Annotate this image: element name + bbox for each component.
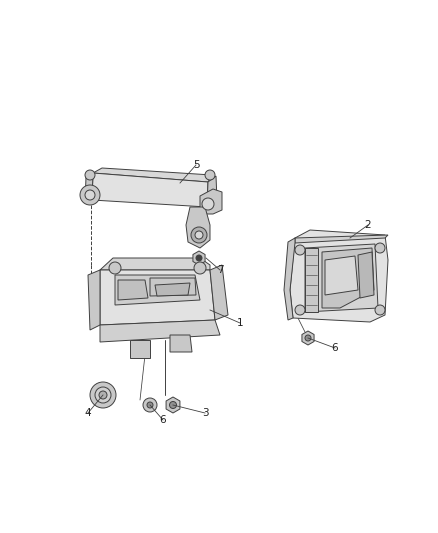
- Polygon shape: [210, 265, 228, 320]
- Circle shape: [205, 170, 215, 180]
- Polygon shape: [295, 235, 388, 243]
- Text: 1: 1: [237, 318, 244, 328]
- Polygon shape: [290, 230, 388, 322]
- Polygon shape: [130, 340, 150, 358]
- Text: 4: 4: [85, 408, 91, 418]
- Circle shape: [194, 262, 206, 274]
- Circle shape: [295, 305, 305, 315]
- Circle shape: [80, 185, 100, 205]
- Circle shape: [202, 198, 214, 210]
- Circle shape: [191, 227, 207, 243]
- Polygon shape: [358, 252, 374, 298]
- Polygon shape: [150, 278, 196, 296]
- Circle shape: [85, 170, 95, 180]
- Polygon shape: [166, 397, 180, 413]
- Polygon shape: [100, 270, 215, 325]
- Polygon shape: [193, 251, 205, 265]
- Circle shape: [295, 245, 305, 255]
- Polygon shape: [88, 270, 100, 330]
- Text: 6: 6: [332, 343, 338, 353]
- Circle shape: [85, 190, 95, 200]
- Circle shape: [375, 243, 385, 253]
- Circle shape: [143, 398, 157, 412]
- Circle shape: [99, 391, 107, 399]
- Text: 5: 5: [193, 160, 199, 170]
- Polygon shape: [100, 320, 220, 342]
- Polygon shape: [284, 238, 295, 320]
- Polygon shape: [305, 248, 318, 312]
- Circle shape: [170, 401, 177, 408]
- Circle shape: [95, 387, 111, 403]
- Text: 6: 6: [160, 415, 166, 425]
- Text: 7: 7: [217, 265, 223, 275]
- Circle shape: [147, 402, 153, 408]
- Polygon shape: [92, 173, 208, 207]
- Text: 3: 3: [201, 408, 208, 418]
- Circle shape: [305, 335, 311, 341]
- Polygon shape: [115, 275, 200, 305]
- Polygon shape: [200, 189, 222, 214]
- Polygon shape: [118, 280, 148, 300]
- Polygon shape: [207, 176, 217, 207]
- Polygon shape: [155, 283, 190, 296]
- Circle shape: [196, 255, 202, 261]
- Polygon shape: [93, 168, 212, 182]
- Circle shape: [90, 382, 116, 408]
- Circle shape: [195, 231, 203, 239]
- Circle shape: [375, 305, 385, 315]
- Polygon shape: [100, 258, 210, 270]
- Text: 2: 2: [365, 220, 371, 230]
- Polygon shape: [322, 248, 374, 308]
- Polygon shape: [325, 256, 358, 295]
- Polygon shape: [85, 173, 93, 203]
- Circle shape: [109, 262, 121, 274]
- Polygon shape: [305, 244, 378, 312]
- Polygon shape: [302, 331, 314, 345]
- Polygon shape: [170, 335, 192, 352]
- Polygon shape: [186, 207, 210, 248]
